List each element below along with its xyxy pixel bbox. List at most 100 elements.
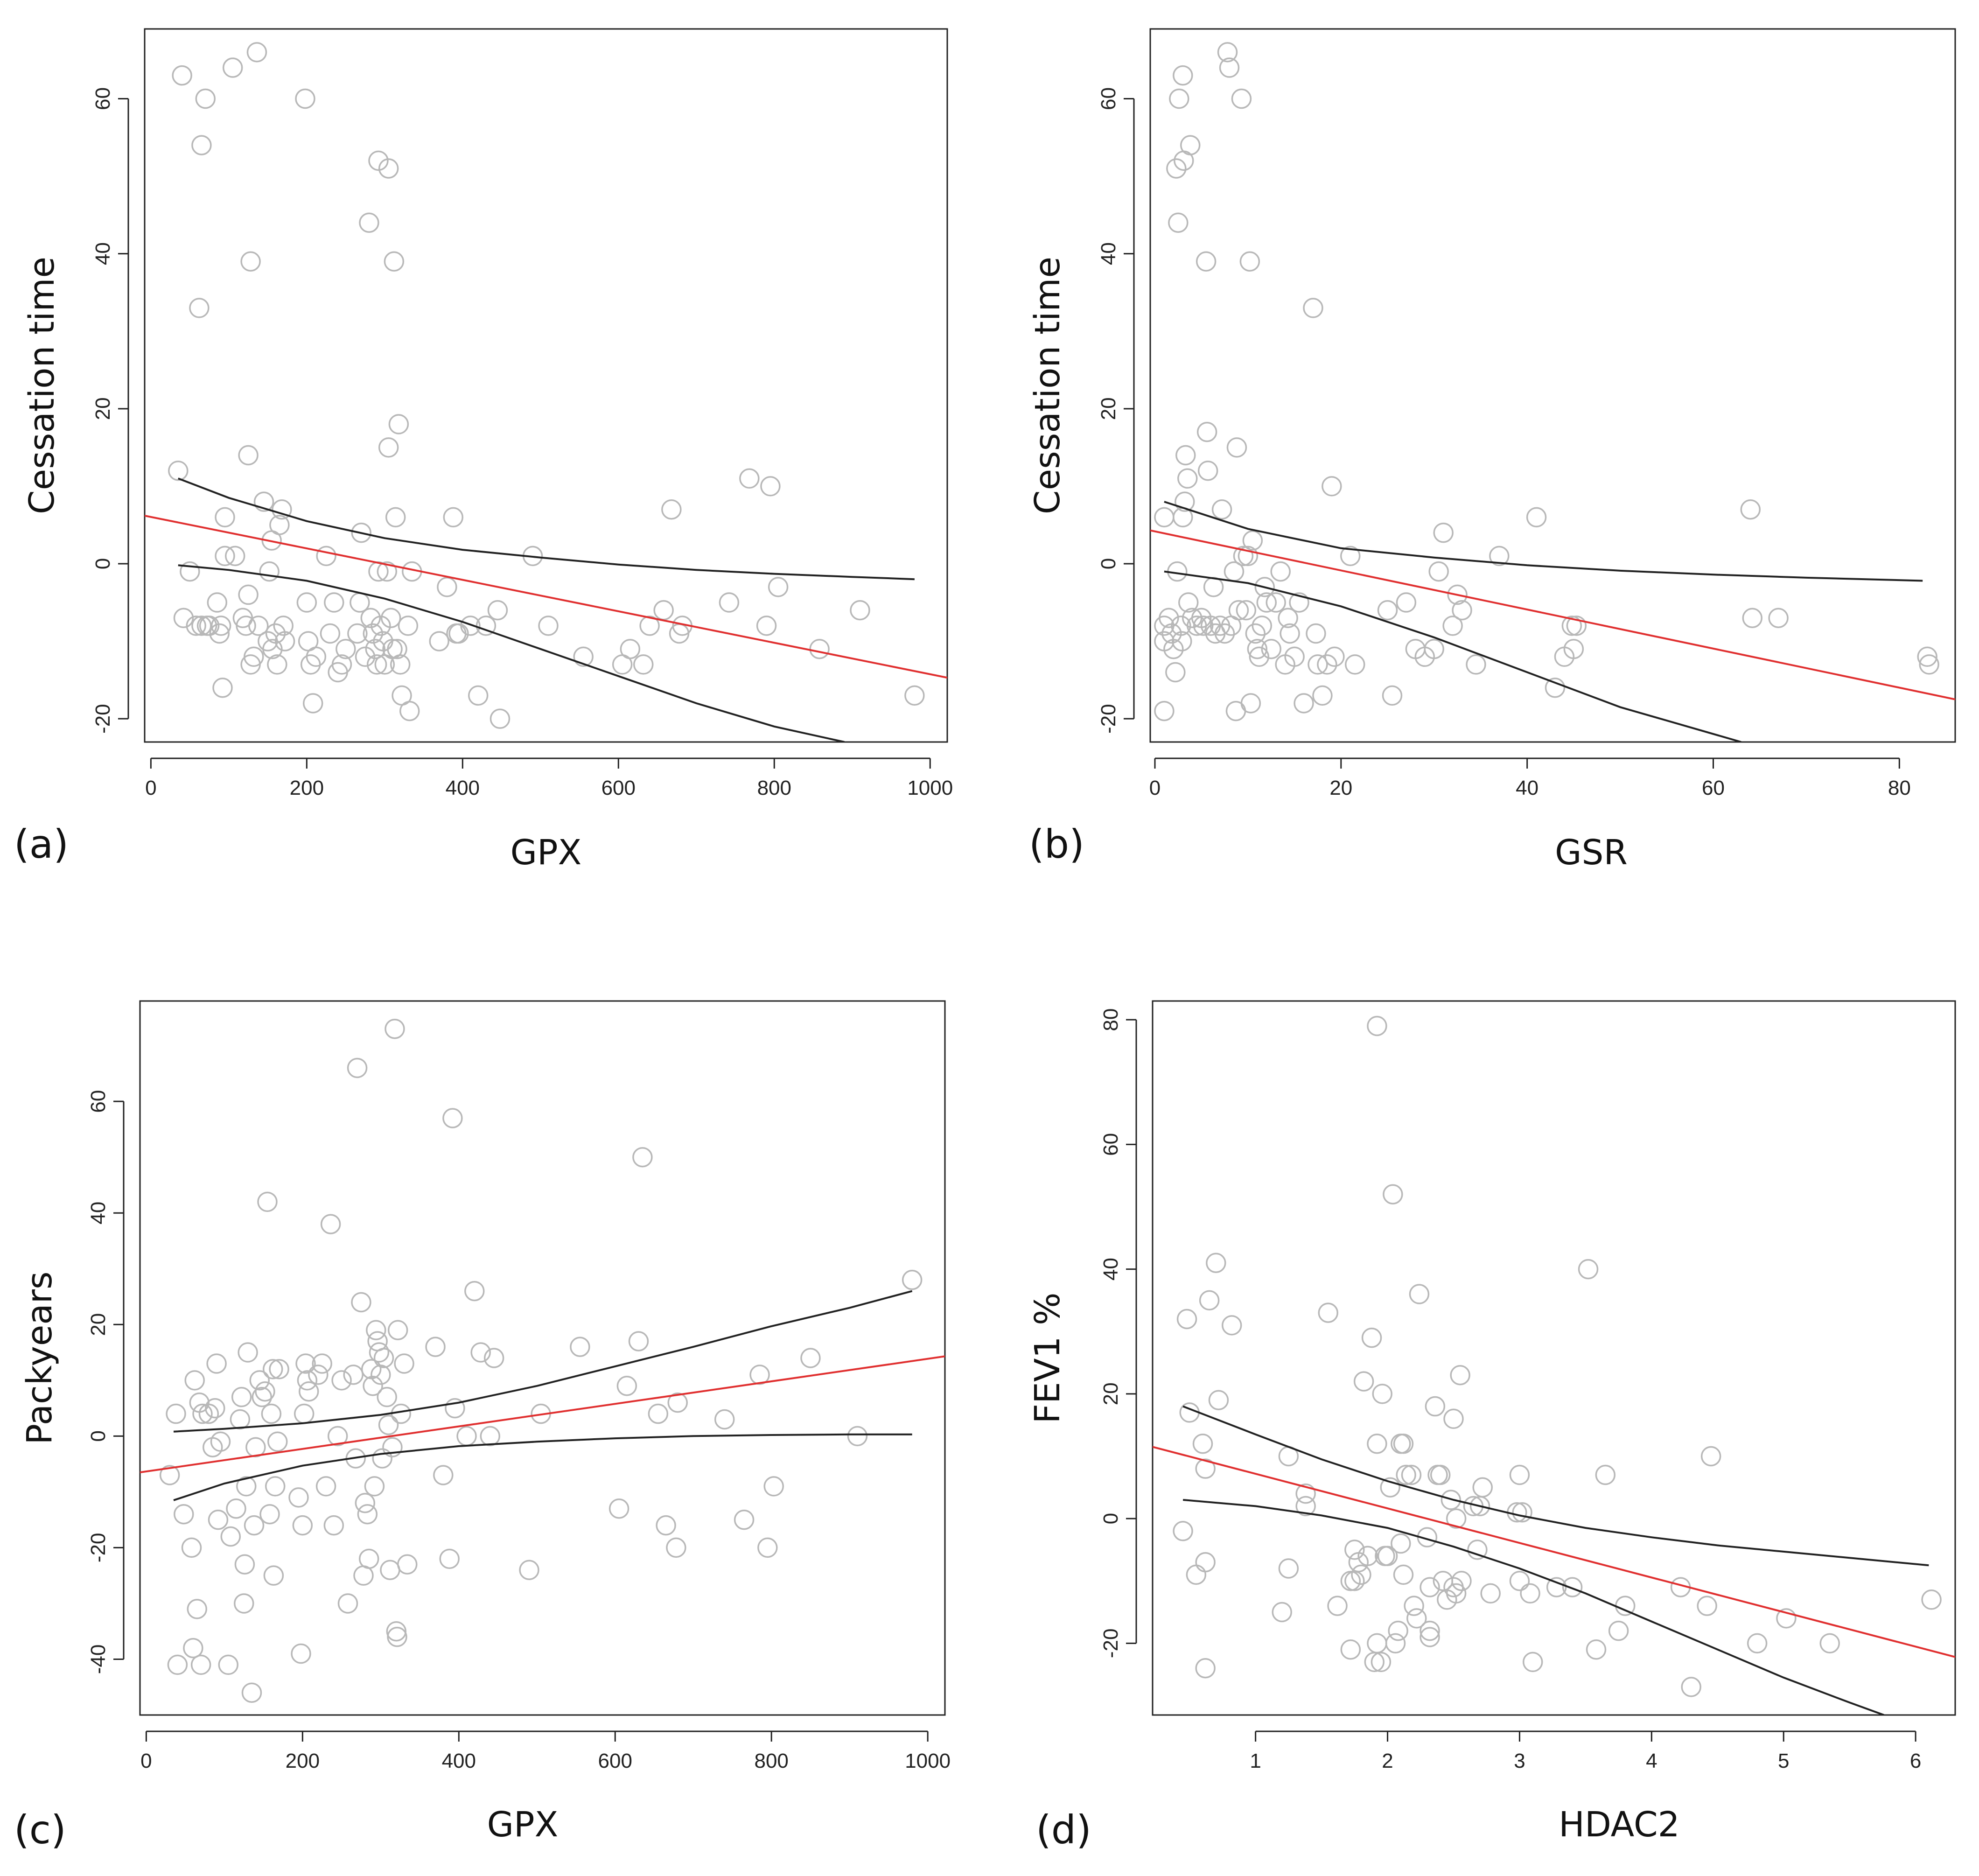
scatter-point [351,1292,371,1313]
scatter-point [382,1437,403,1457]
scatter-point [181,1537,202,1558]
scatter-point [1196,421,1217,442]
scatter-point [1340,1570,1361,1591]
panel-label-c: (c) [14,1807,66,1853]
scatter-point [1195,1552,1216,1573]
scatter-point [368,150,389,171]
scatter-point [244,1515,265,1536]
scatter-point [714,1409,735,1430]
x-tick-label-b: 80 [1888,777,1911,799]
panel-d: 1 2 3 4 5 6 -20 0 20 40 60 80 HDAC2 FEV1 % (d) [1028,1000,1956,1853]
scatter-point [199,616,220,636]
scatter-point [206,1353,227,1374]
scatter-point [377,1386,397,1407]
x-tick-label-d: 5 [1778,1750,1789,1772]
plot-frame-a [144,28,948,743]
scatter-point [265,1476,286,1497]
scatter-point [1446,1508,1467,1529]
scatter-point [1466,654,1486,675]
plot-frame-d [1152,1000,1956,1716]
scatter-point [1377,1546,1398,1567]
scatter-point [259,1504,280,1525]
scatter-point [1327,1596,1348,1616]
scatter-point [1578,1259,1599,1280]
regression-line [145,515,947,679]
scatter-point [1154,507,1175,528]
scatter-point [337,1593,358,1614]
scatter-point [620,638,641,659]
scatter-point [633,654,654,675]
scatter-point [1608,1620,1629,1641]
scatter-point [209,623,230,644]
y-tick-label-b: 0 [1097,558,1120,569]
scatter-point [1420,1577,1440,1597]
scatter-point [273,616,294,636]
x-tick-label-c: 600 [598,1750,632,1772]
scatter-point [347,1057,368,1078]
scatter-point [1318,1302,1338,1323]
scatter-point [320,623,341,644]
scatter-point [1206,1253,1226,1273]
scatter-point [252,1386,273,1407]
scatter-point [573,646,594,667]
scatter-point [1173,65,1193,86]
scatter-point [538,616,559,636]
scatter-point [1428,561,1449,582]
scatter-point [616,1376,637,1396]
scatter-point [1396,592,1417,613]
scatter-point [205,1398,225,1419]
scatter-point [1171,616,1191,636]
scatter-point [1420,1627,1440,1647]
scatter-point [1388,1620,1408,1641]
scatter-point [1240,693,1261,714]
panel-b: 0 20 40 60 80 -20 0 20 40 60 GSR Cessation time (b) [1028,28,1956,873]
scatter-point [1391,1533,1411,1554]
x-tick-label-a: 800 [757,777,791,799]
scatter-point [269,1359,289,1379]
scatter-point [210,616,231,636]
scatter-point [1561,616,1582,636]
scatter-point [470,1342,491,1363]
scatter-point [218,1654,238,1675]
y-tick-label-d: 40 [1099,1258,1122,1281]
scatter-point [1443,1408,1464,1429]
scatter-point [236,616,256,636]
scatter-point [249,1370,270,1391]
ci-lower-line [1164,570,1741,742]
scatter-point [1512,1502,1532,1523]
scatter-point [1256,592,1277,613]
scatter-point [1312,685,1333,706]
scatter-point [1270,561,1291,582]
x-axis-label-d: HDAC2 [1559,1805,1679,1845]
y-tick-label-b: 40 [1097,242,1120,265]
scatter-point [1176,1309,1197,1330]
scatter-point [519,1560,539,1580]
scatter-point [1450,1365,1470,1386]
scatter-point [1520,1583,1540,1604]
scatter-point [1509,1570,1530,1591]
scatter-point [1173,1521,1193,1541]
scatter-point [1233,546,1254,567]
scatter-point [234,1554,255,1575]
scatter-point [1175,445,1196,466]
scatter-point [1424,638,1444,659]
scatter-point [1166,158,1187,179]
scatter-point [1433,522,1454,543]
scatter-point [267,1431,288,1452]
regression-line [140,1355,945,1474]
scatter-point [809,638,830,659]
x-tick-label-b: 60 [1702,777,1725,799]
scatter-point [1239,251,1260,272]
scatter-point [468,685,489,706]
scatter-point [1231,88,1252,109]
scatter-point [1566,616,1587,636]
x-axis-label-b: GSR [1555,833,1628,873]
scatter-point [238,1342,258,1363]
y-tick-label-b: 20 [1097,397,1120,420]
scatter-point [456,1426,477,1447]
scatter-point [288,1487,309,1508]
scatter-point [257,1191,278,1212]
scatter-point [1447,584,1468,605]
scatter-point [238,445,259,466]
y-tick-label-d: 60 [1099,1133,1122,1156]
